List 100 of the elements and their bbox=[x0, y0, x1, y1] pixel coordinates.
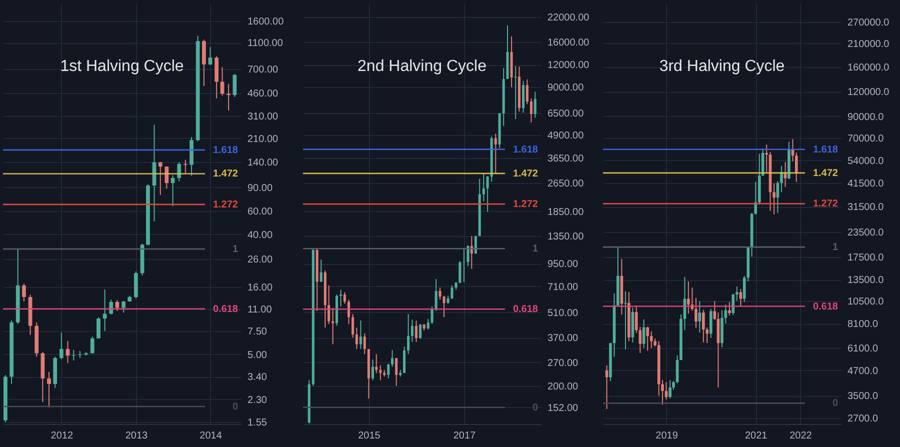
x-tick-label: 2012 bbox=[50, 430, 74, 442]
candlestick bbox=[458, 260, 462, 284]
candlestick bbox=[702, 309, 705, 343]
annotation: 1.472 bbox=[512, 168, 538, 180]
candlestick bbox=[494, 133, 497, 174]
candlestick bbox=[177, 162, 182, 182]
y-tick-label: 17500.0 bbox=[848, 252, 884, 264]
y-tick-label: 8100.0 bbox=[848, 319, 879, 330]
candlestick bbox=[522, 80, 525, 114]
annotation: 1 bbox=[232, 244, 238, 255]
candlestick bbox=[395, 358, 398, 386]
x-tick-label: 2022 bbox=[790, 430, 812, 442]
y-tick-label: 11.00 bbox=[248, 304, 272, 316]
annotation: 0.618 bbox=[512, 304, 538, 316]
y-tick-label: 950.00 bbox=[548, 259, 579, 270]
candlestick bbox=[47, 371, 51, 408]
candlestick bbox=[780, 166, 783, 193]
candlestick bbox=[220, 66, 224, 96]
y-tick-label: 70000.0 bbox=[848, 133, 884, 144]
x-tick-label: 2017 bbox=[453, 430, 476, 442]
y-tick-label: 370.00 bbox=[548, 333, 579, 344]
annotation: 1.272 bbox=[212, 199, 238, 210]
y-tick-label: 4700.0 bbox=[848, 366, 879, 377]
y-tick-label: 31500.0 bbox=[848, 202, 884, 214]
candlestick bbox=[183, 159, 188, 174]
x-tick-label: 2013 bbox=[125, 430, 148, 442]
candlestick bbox=[407, 313, 410, 355]
y-tick-label: 270.00 bbox=[548, 358, 579, 369]
candlestick bbox=[90, 336, 94, 354]
candlestick bbox=[414, 320, 418, 342]
y-tick-label: 6100.0 bbox=[848, 343, 879, 354]
annotation: 1.272 bbox=[512, 199, 538, 210]
candlestick bbox=[391, 350, 394, 368]
text: 3rd Halving Cycle bbox=[659, 58, 785, 75]
candlestick bbox=[668, 380, 672, 399]
candlestick bbox=[450, 284, 454, 300]
y-tick-label: 120000.0 bbox=[848, 87, 890, 98]
y-tick-label: 310.00 bbox=[248, 111, 279, 122]
y-tick-label: 140.00 bbox=[248, 157, 279, 168]
y-tick-label: 3500.0 bbox=[848, 391, 879, 402]
y-tick-label: 270000.0 bbox=[848, 17, 890, 28]
y-tick-label: 90000.0 bbox=[848, 112, 884, 123]
candlestick bbox=[387, 363, 390, 379]
candlestick bbox=[134, 270, 138, 299]
y-tick-label: 160000.0 bbox=[848, 62, 890, 74]
y-tick-label: 1600.00 bbox=[248, 16, 284, 28]
candlestick bbox=[115, 300, 120, 312]
candlestick bbox=[646, 326, 650, 352]
candlestick bbox=[686, 281, 690, 314]
y-tick-label: 16.00 bbox=[248, 282, 273, 294]
candlestick bbox=[794, 152, 798, 182]
candlestick bbox=[158, 161, 162, 196]
candlestick bbox=[355, 327, 358, 350]
annotation: 0.618 bbox=[812, 301, 838, 312]
candlestick bbox=[359, 320, 362, 350]
candlestick bbox=[530, 98, 532, 123]
candlestick bbox=[122, 300, 126, 314]
y-tick-label: 210000.0 bbox=[848, 38, 890, 50]
candlestick bbox=[486, 176, 489, 212]
candlestick bbox=[419, 324, 422, 340]
candlestick bbox=[59, 332, 64, 360]
y-tick-label: 26.00 bbox=[248, 254, 273, 266]
candlestick bbox=[379, 364, 382, 381]
candlestick bbox=[698, 300, 702, 333]
y-tick-label: 1350.00 bbox=[548, 232, 584, 243]
y-tick-label: 12000.00 bbox=[548, 60, 590, 72]
annotation: 1 bbox=[532, 244, 538, 255]
y-tick-label: 40.00 bbox=[248, 230, 273, 241]
candlestick bbox=[340, 289, 342, 307]
y-tick-label: 54000.0 bbox=[848, 156, 884, 167]
y-tick-label: 152.00 bbox=[548, 402, 579, 414]
y-tick-label: 3.40 bbox=[248, 372, 268, 384]
y-tick-label: 23500.0 bbox=[848, 227, 884, 238]
candlestick bbox=[363, 332, 366, 355]
candlestick bbox=[534, 91, 536, 118]
candlestick bbox=[728, 302, 731, 316]
candlestick bbox=[430, 306, 434, 325]
y-tick-label: 6500.00 bbox=[548, 108, 584, 120]
annotation: 1.472 bbox=[212, 168, 238, 180]
y-tick-label: 710.00 bbox=[548, 282, 579, 293]
y-tick-label: 90.00 bbox=[248, 182, 273, 194]
x-tick-label: 2014 bbox=[200, 430, 222, 442]
candlestick bbox=[466, 244, 470, 267]
candlestick bbox=[438, 287, 442, 300]
candlestick bbox=[343, 292, 346, 304]
y-tick-label: 2650.00 bbox=[548, 178, 584, 190]
candlestick bbox=[765, 144, 768, 173]
candlestick bbox=[442, 295, 446, 318]
y-tick-label: 460.00 bbox=[248, 88, 279, 100]
candlestick bbox=[709, 308, 712, 338]
text: 2nd Halving Cycle bbox=[358, 58, 487, 75]
y-tick-label: 7.50 bbox=[248, 326, 268, 338]
x-tick-label: 2015 bbox=[358, 430, 381, 442]
y-tick-label: 1.55 bbox=[248, 418, 268, 429]
y-tick-label: 16000.00 bbox=[548, 38, 590, 49]
y-tick-label: 2700.0 bbox=[848, 414, 879, 425]
y-tick-label: 2.30 bbox=[248, 394, 268, 406]
candlestick bbox=[434, 278, 438, 312]
candlestick bbox=[226, 83, 231, 112]
candlestick bbox=[650, 330, 653, 348]
